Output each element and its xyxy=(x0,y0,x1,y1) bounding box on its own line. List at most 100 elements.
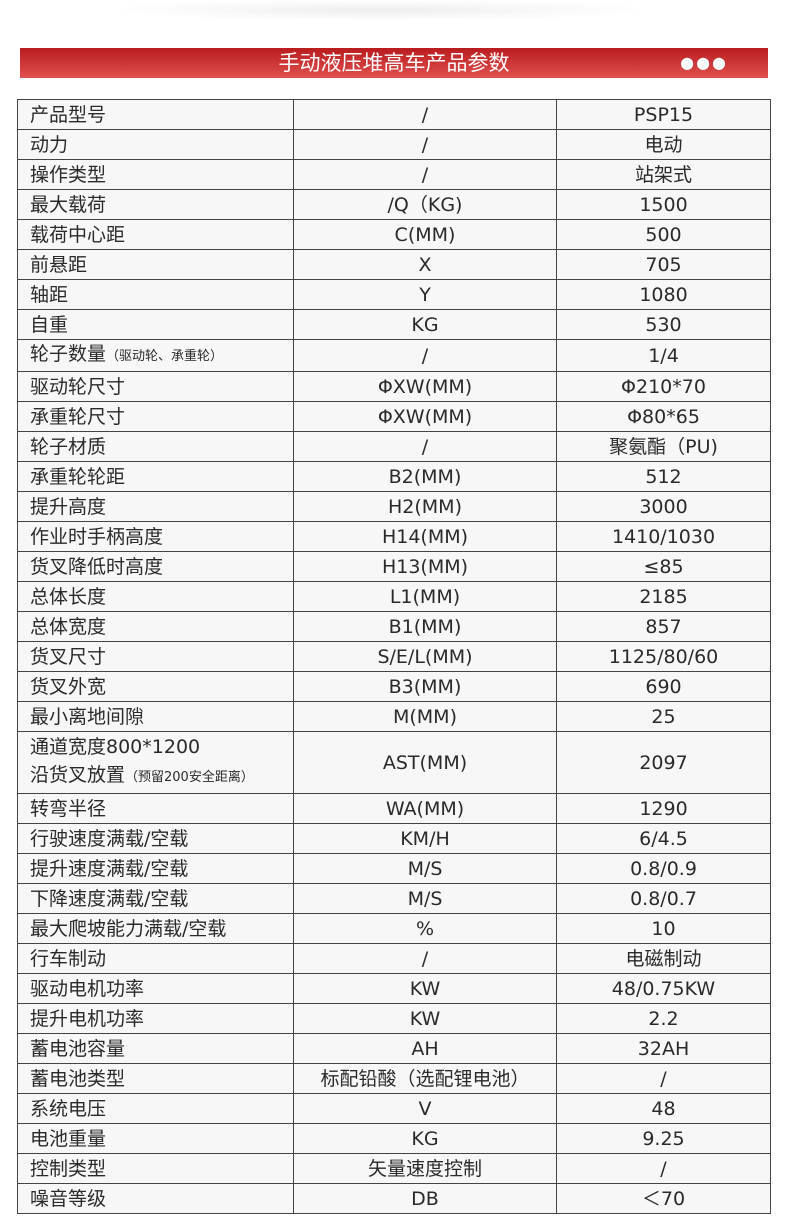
param-unit: B3(MM) xyxy=(293,671,557,702)
top-shadow xyxy=(120,0,640,20)
table-row: 作业时手柄高度 H14(MM) 1410/1030 xyxy=(17,521,771,552)
param-name: 轮子材质 xyxy=(17,431,294,462)
param-name-text: 蓄电池容量 xyxy=(30,1037,126,1060)
param-value: Φ80*65 xyxy=(556,401,771,432)
param-name-text: 载荷中心距 xyxy=(30,223,126,246)
param-name-text: 噪音等级 xyxy=(30,1187,107,1210)
param-unit: 矢量速度控制 xyxy=(293,1153,557,1184)
param-name: 货叉降低时高度 xyxy=(17,551,294,582)
param-name: 蓄电池类型 xyxy=(17,1063,294,1094)
table-row: 最小离地间隙 M(MM) 25 xyxy=(17,701,771,732)
param-value: 500 xyxy=(556,219,771,250)
param-value: 857 xyxy=(556,611,771,642)
param-value: 1290 xyxy=(556,793,771,824)
param-name-text: 驱动轮尺寸 xyxy=(30,375,126,398)
param-unit: 标配铅酸（选配锂电池） xyxy=(293,1063,557,1094)
param-name: 货叉外宽 xyxy=(17,671,294,702)
param-value: / xyxy=(556,1153,771,1184)
table-row: 驱动电机功率 KW 48/0.75KW xyxy=(17,973,771,1004)
param-value: 705 xyxy=(556,249,771,280)
param-name-text: 总体长度 xyxy=(30,585,107,608)
param-unit: WA(MM) xyxy=(293,793,557,824)
param-name: 轮子数量（驱动轮、承重轮） xyxy=(17,339,294,372)
param-unit: / xyxy=(293,943,557,974)
table-row: 提升高度 H2(MM) 3000 xyxy=(17,491,771,522)
param-note: （预留200安全距离） xyxy=(125,770,254,785)
param-name-text: 前悬距 xyxy=(30,253,88,276)
param-name-text: 系统电压 xyxy=(30,1097,107,1120)
table-row: 货叉尺寸 S/E/L(MM) 1125/80/60 xyxy=(17,641,771,672)
param-name: 载荷中心距 xyxy=(17,219,294,250)
param-unit: H13(MM) xyxy=(293,551,557,582)
param-value: 2.2 xyxy=(556,1003,771,1034)
param-unit: / xyxy=(293,129,557,160)
param-value: 2097 xyxy=(556,731,771,794)
table-row: 货叉降低时高度 H13(MM) ≤85 xyxy=(17,551,771,582)
param-name-text: 控制类型 xyxy=(30,1157,107,1180)
table-row: 系统电压 V 48 xyxy=(17,1093,771,1124)
table-row: 行车制动 / 电磁制动 xyxy=(17,943,771,974)
param-name: 总体长度 xyxy=(17,581,294,612)
param-name-text: 行车制动 xyxy=(30,947,107,970)
table-row: 控制类型 矢量速度控制 / xyxy=(17,1153,771,1184)
param-value: 32AH xyxy=(556,1033,771,1064)
param-name: 提升高度 xyxy=(17,491,294,522)
table-row: 轴距 Y 1080 xyxy=(17,279,771,310)
param-name-text: 蓄电池类型 xyxy=(30,1067,126,1090)
param-name-text: 货叉外宽 xyxy=(30,675,107,698)
param-unit: H14(MM) xyxy=(293,521,557,552)
param-name-text: 自重 xyxy=(30,313,69,336)
param-unit: H2(MM) xyxy=(293,491,557,522)
param-unit: M/S xyxy=(293,853,557,884)
param-name: 货叉尺寸 xyxy=(17,641,294,672)
param-unit: / xyxy=(293,159,557,190)
param-name: 行驶速度满载/空载 xyxy=(17,823,294,854)
param-name-text: 轮子数量 xyxy=(30,343,107,365)
param-name: 通道宽度800*1200 沿货叉放置（预留200安全距离） xyxy=(17,731,294,794)
table-row: 动力 / 电动 xyxy=(17,129,771,160)
param-unit: / xyxy=(293,339,557,372)
param-name: 驱动轮尺寸 xyxy=(17,371,294,402)
param-name-text: 电池重量 xyxy=(30,1127,107,1150)
param-value: 530 xyxy=(556,309,771,340)
param-name: 提升电机功率 xyxy=(17,1003,294,1034)
param-name-text: 最大爬坡能力满载/空载 xyxy=(30,917,227,940)
table-row: 噪音等级 DB ＜70 xyxy=(17,1183,771,1214)
param-unit: L1(MM) xyxy=(293,581,557,612)
param-name-text: 轴距 xyxy=(30,283,69,306)
param-unit: DB xyxy=(293,1183,557,1214)
table-row: 总体宽度 B1(MM) 857 xyxy=(17,611,771,642)
param-name-text: 动力 xyxy=(30,133,69,156)
param-unit: S/E/L(MM) xyxy=(293,641,557,672)
param-value: 512 xyxy=(556,461,771,492)
param-unit: X xyxy=(293,249,557,280)
param-name: 提升速度满载/空载 xyxy=(17,853,294,884)
param-name-text: 货叉尺寸 xyxy=(30,645,107,668)
param-name: 最大爬坡能力满载/空载 xyxy=(17,913,294,944)
param-name: 转弯半径 xyxy=(17,793,294,824)
param-value: 站架式 xyxy=(556,159,771,190)
param-name: 控制类型 xyxy=(17,1153,294,1184)
param-name-text: 最小离地间隙 xyxy=(30,705,145,728)
table-row: 轮子材质 / 聚氨酯（PU) xyxy=(17,431,771,462)
param-value: 聚氨酯（PU) xyxy=(556,431,771,462)
param-unit: % xyxy=(293,913,557,944)
dots-icon: ●●● xyxy=(680,53,728,72)
title-bar: 手动液压堆高车产品参数 ●●● xyxy=(20,48,768,78)
param-value: 48 xyxy=(556,1093,771,1124)
param-unit: KW xyxy=(293,973,557,1004)
param-unit: C(MM) xyxy=(293,219,557,250)
table-row: 转弯半径 WA(MM) 1290 xyxy=(17,793,771,824)
table-row: 载荷中心距 C(MM) 500 xyxy=(17,219,771,250)
param-value: Φ210*70 xyxy=(556,371,771,402)
param-value: PSP15 xyxy=(556,99,771,130)
param-name: 驱动电机功率 xyxy=(17,973,294,1004)
param-value: 1080 xyxy=(556,279,771,310)
table-row: 蓄电池容量 AH 32AH xyxy=(17,1033,771,1064)
param-name-text: 转弯半径 xyxy=(30,797,107,820)
table-row: 轮子数量（驱动轮、承重轮）/1/4 xyxy=(17,339,771,372)
param-name-text: 产品型号 xyxy=(30,103,107,126)
param-value: ≤85 xyxy=(556,551,771,582)
param-name-text: 轮子材质 xyxy=(30,435,107,458)
param-unit: AST(MM) xyxy=(293,731,557,794)
